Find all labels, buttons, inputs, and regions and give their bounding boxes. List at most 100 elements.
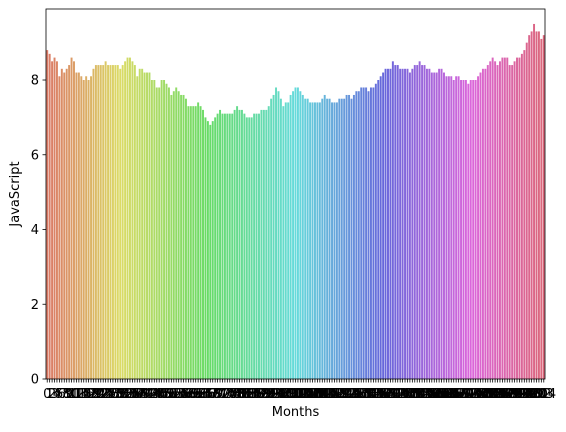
x-tick-label-201: 201 bbox=[524, 387, 549, 402]
bar-100 bbox=[289, 94, 292, 380]
x-tick-label-26: 26 bbox=[102, 387, 119, 402]
x-tick-label-9: 9 bbox=[65, 387, 73, 402]
x-tick-label-73: 73 bbox=[217, 387, 234, 402]
x-tick-label-39: 39 bbox=[134, 387, 151, 402]
bar-148 bbox=[406, 68, 409, 380]
bar-4 bbox=[55, 61, 58, 379]
bar-80 bbox=[240, 109, 243, 379]
x-tick-label-71: 71 bbox=[212, 387, 229, 402]
bar-81 bbox=[243, 113, 246, 380]
bar-173 bbox=[467, 83, 470, 379]
x-tick-label-46: 46 bbox=[151, 387, 168, 402]
x-tick-label-187: 187 bbox=[490, 387, 515, 402]
x-tick-label-171: 171 bbox=[451, 387, 476, 402]
x-tick-label-177: 177 bbox=[466, 387, 491, 402]
bar-137 bbox=[379, 76, 382, 380]
bar-48 bbox=[163, 80, 166, 379]
x-tick-label-144: 144 bbox=[385, 387, 410, 402]
bar-46 bbox=[158, 87, 161, 379]
x-tick-label-124: 124 bbox=[337, 387, 362, 402]
bar-103 bbox=[296, 87, 299, 379]
bar-104 bbox=[299, 91, 302, 379]
bar-188 bbox=[503, 57, 506, 380]
x-tick-label-131: 131 bbox=[354, 387, 379, 402]
x-tick-label-37: 37 bbox=[129, 387, 146, 402]
bar-178 bbox=[479, 72, 482, 379]
x-tick-label-135: 135 bbox=[363, 387, 388, 402]
x-tick-label-153: 153 bbox=[407, 387, 432, 402]
bar-70 bbox=[216, 113, 219, 380]
bars-group bbox=[46, 23, 545, 380]
x-tick-label-57: 57 bbox=[178, 387, 195, 402]
x-tick-label-133: 133 bbox=[359, 387, 384, 402]
x-tick-label-43: 43 bbox=[144, 387, 161, 402]
bar-108 bbox=[309, 102, 312, 380]
bar-102 bbox=[294, 87, 297, 379]
bar-145 bbox=[399, 68, 402, 380]
bar-167 bbox=[452, 80, 455, 379]
y-tick-label-2: 2 bbox=[31, 298, 39, 313]
bar-135 bbox=[374, 83, 377, 379]
bar-154 bbox=[421, 65, 424, 379]
x-tick-label-70: 70 bbox=[209, 387, 226, 402]
bar-97 bbox=[282, 106, 285, 380]
bar-23 bbox=[102, 65, 105, 379]
bar-71 bbox=[219, 109, 222, 379]
x-tick-label-78: 78 bbox=[229, 387, 246, 402]
y-tick-label-6: 6 bbox=[31, 148, 39, 163]
y-tick-label-0: 0 bbox=[31, 373, 39, 388]
bar-83 bbox=[248, 117, 251, 379]
x-tick-label-93: 93 bbox=[265, 387, 282, 402]
x-tick-label-188: 188 bbox=[492, 387, 517, 402]
bar-26 bbox=[109, 65, 112, 379]
bar-8 bbox=[65, 68, 68, 380]
x-tick-label-152: 152 bbox=[405, 387, 430, 402]
bar-175 bbox=[472, 80, 475, 379]
bar-133 bbox=[369, 87, 372, 379]
x-tick-label-165: 165 bbox=[436, 387, 461, 402]
x-tick-label-40: 40 bbox=[136, 387, 153, 402]
x-tick-label-193: 193 bbox=[505, 387, 530, 402]
bar-99 bbox=[287, 102, 290, 380]
x-tick-label-96: 96 bbox=[273, 387, 290, 402]
x-tick-label-83: 83 bbox=[241, 387, 258, 402]
bar-39 bbox=[141, 68, 144, 380]
x-tick-label-130: 130 bbox=[351, 387, 376, 402]
x-tick-label-113: 113 bbox=[310, 387, 335, 402]
bar-129 bbox=[360, 87, 363, 379]
bar-134 bbox=[372, 87, 375, 379]
bar-184 bbox=[494, 61, 497, 379]
x-tick-label-87: 87 bbox=[251, 387, 268, 402]
x-tick-label-94: 94 bbox=[268, 387, 285, 402]
bar-59 bbox=[189, 106, 192, 380]
x-tick-label-185: 185 bbox=[485, 387, 510, 402]
bar-52 bbox=[172, 91, 175, 379]
bar-112 bbox=[318, 102, 321, 380]
bar-76 bbox=[231, 113, 234, 380]
x-tick-label-36: 36 bbox=[127, 387, 144, 402]
x-tick-label-100: 100 bbox=[278, 387, 303, 402]
bar-204 bbox=[542, 35, 545, 379]
bar-20 bbox=[94, 65, 97, 379]
x-tick-label-19: 19 bbox=[85, 387, 102, 402]
x-tick-label-7: 7 bbox=[60, 387, 68, 402]
x-tick-label-116: 116 bbox=[317, 387, 342, 402]
x-tick-label-156: 156 bbox=[415, 387, 440, 402]
x-tick-label-10: 10 bbox=[63, 387, 80, 402]
x-tick-label-50: 50 bbox=[161, 387, 178, 402]
bar-78 bbox=[236, 106, 239, 380]
x-tick-label-195: 195 bbox=[509, 387, 534, 402]
bar-69 bbox=[214, 117, 217, 379]
y-axis-ticks: 0 2 4 6 8 bbox=[31, 74, 46, 388]
bar-30 bbox=[119, 68, 122, 380]
bar-17 bbox=[87, 80, 90, 379]
bar-127 bbox=[355, 91, 358, 379]
x-tick-label-21: 21 bbox=[90, 387, 107, 402]
bar-139 bbox=[384, 68, 387, 380]
bar-21 bbox=[97, 65, 100, 379]
x-tick-label-110: 110 bbox=[303, 387, 328, 402]
x-tick-label-137: 137 bbox=[368, 387, 393, 402]
bar-82 bbox=[245, 117, 248, 379]
x-tick-label-202: 202 bbox=[526, 387, 551, 402]
x-tick-label-175: 175 bbox=[461, 387, 486, 402]
